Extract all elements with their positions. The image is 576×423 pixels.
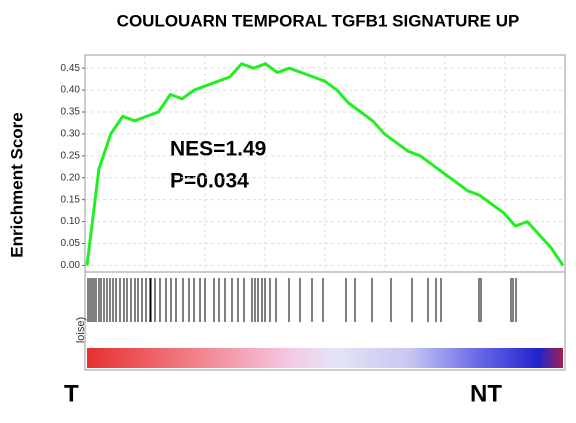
y-tick-label: 0.25: [61, 150, 81, 161]
y-tick-label: 0.20: [61, 172, 81, 183]
left-label: T: [64, 380, 79, 407]
y-tick-label: 0.10: [61, 216, 81, 227]
annotation: P=0.034: [170, 170, 249, 193]
chart-title: COULOUARN TEMPORAL TGFB1 SIGNATURE UP: [117, 11, 520, 30]
y-tick-label: 0.00: [61, 260, 81, 271]
enrichment-line: [85, 62, 565, 267]
y-tick-label: 0.40: [61, 85, 81, 96]
right-label: NT: [470, 380, 502, 407]
y-axis-label: Enrichment Score: [7, 112, 26, 258]
side-label: loise): [75, 317, 87, 343]
y-tick-label: 0.30: [61, 129, 81, 140]
rank-color-bar: [87, 348, 563, 368]
vertical-grid: [144, 55, 506, 272]
y-tick-label: 0.45: [61, 63, 81, 74]
y-tick-label: 0.15: [61, 194, 81, 205]
hit-barcode: [87, 278, 517, 322]
y-tick-label: 0.35: [61, 107, 81, 118]
annotation: NES=1.49: [170, 138, 266, 161]
y-tick-label: 0.05: [61, 238, 81, 249]
